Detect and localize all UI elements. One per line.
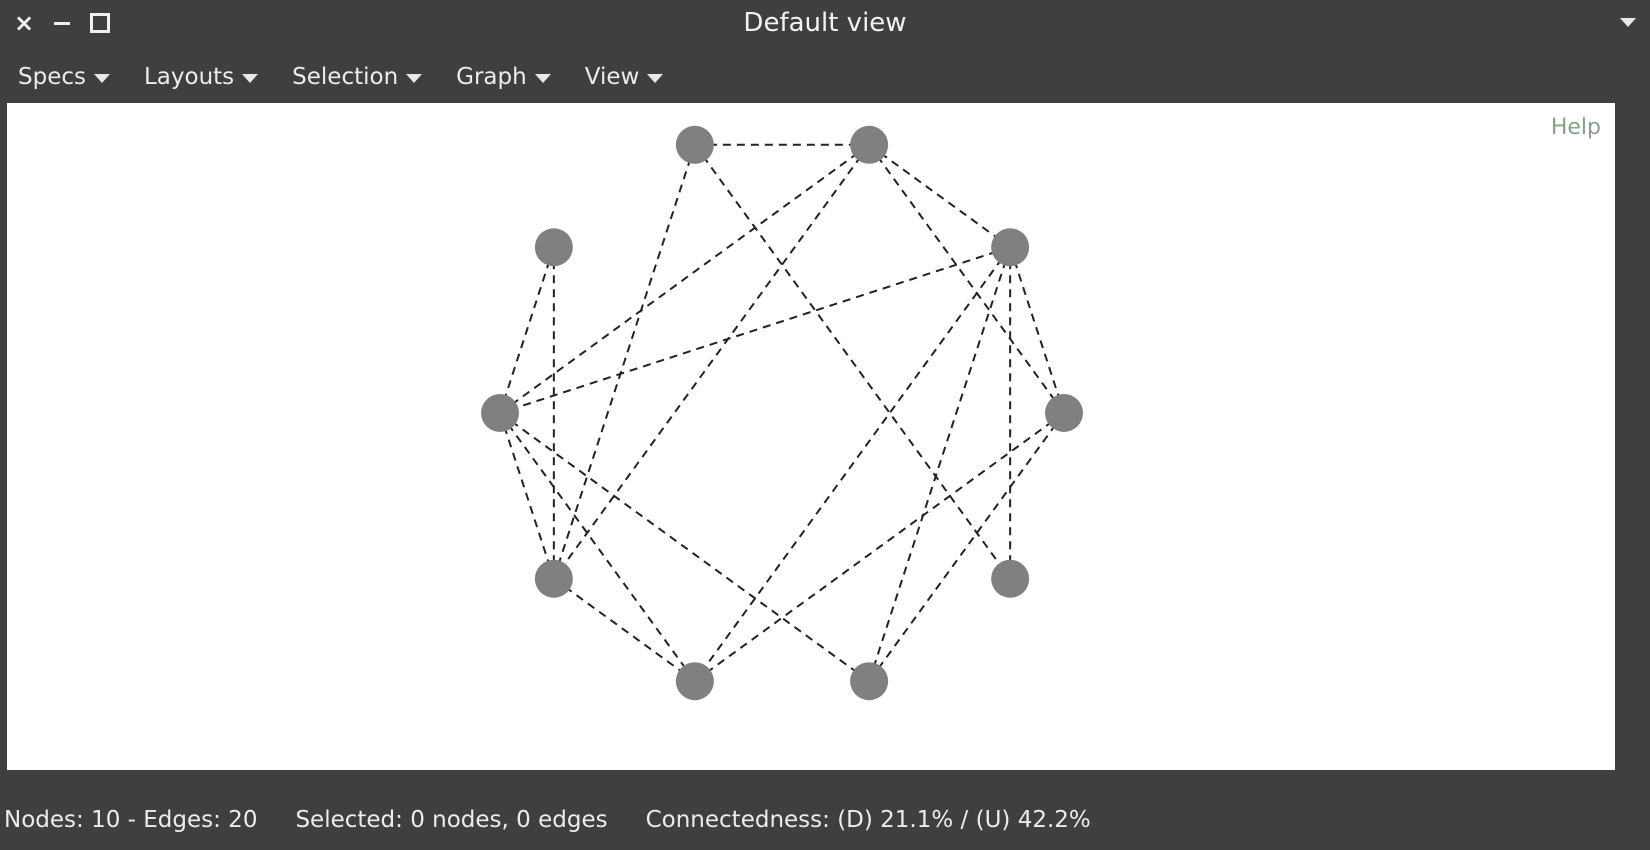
graph-edge[interactable] (694, 144, 1011, 580)
graph-edge[interactable] (499, 246, 1011, 414)
graph-node[interactable] (675, 125, 714, 164)
chevron-down-icon (93, 74, 110, 83)
status-selected: Selected: 0 nodes, 0 edges (295, 807, 608, 833)
graph-edge[interactable] (553, 577, 696, 683)
menu-view[interactable]: View (585, 64, 664, 90)
graph-edge[interactable] (868, 246, 1012, 682)
graph-edge[interactable] (499, 246, 555, 414)
menu-specs[interactable]: Specs (18, 64, 110, 90)
minimize-icon[interactable] (50, 10, 74, 36)
chevron-down-icon (406, 74, 423, 83)
graph-edge[interactable] (499, 412, 870, 683)
window-title: Default view (743, 8, 907, 38)
graph-edge[interactable] (868, 412, 1065, 682)
graph-edge[interactable] (499, 412, 696, 682)
chevron-down-icon (534, 74, 551, 83)
graph-node[interactable] (534, 228, 573, 267)
menu-selection-label: Selection (292, 64, 399, 90)
help-link[interactable]: Help (1550, 115, 1601, 140)
graph-node[interactable] (991, 559, 1030, 598)
graph-node[interactable] (481, 394, 519, 432)
graph-edge[interactable] (694, 246, 1011, 682)
graph-node[interactable] (850, 125, 889, 164)
graph-edge[interactable] (694, 412, 1065, 683)
graph-node[interactable] (850, 662, 889, 701)
graph-node[interactable] (675, 662, 714, 701)
status-connectedness: Connectedness: (D) 21.1% / (U) 42.2% (645, 807, 1091, 833)
menu-graph[interactable]: Graph (456, 64, 551, 90)
graph-edge[interactable] (553, 144, 870, 580)
graph-canvas[interactable]: Help (7, 103, 1615, 770)
window-menu-chevron-down-icon[interactable] (1620, 18, 1636, 27)
graph-node[interactable] (1045, 394, 1083, 432)
status-bar: Nodes: 10 - Edges: 20 Selected: 0 nodes,… (0, 802, 1650, 838)
menu-layouts[interactable]: Layouts (143, 64, 259, 90)
graph-node[interactable] (534, 559, 573, 598)
close-icon[interactable]: × (13, 9, 35, 37)
graph-svg[interactable] (7, 103, 1615, 770)
graph-edge[interactable] (1009, 246, 1065, 414)
status-counts: Nodes: 10 - Edges: 20 (4, 807, 258, 833)
graph-edge[interactable] (552, 144, 696, 580)
maximize-icon[interactable] (88, 10, 112, 36)
graph-edge[interactable] (868, 143, 1011, 249)
graph-edge[interactable] (499, 412, 555, 580)
chevron-down-icon (647, 74, 664, 83)
menu-view-label: View (584, 64, 640, 90)
menu-layouts-label: Layouts (143, 64, 235, 90)
menu-bar: Specs Layouts Selection Graph View (0, 54, 1650, 100)
menu-selection[interactable]: Selection (292, 64, 423, 90)
graph-edge[interactable] (499, 143, 870, 414)
menu-specs-label: Specs (18, 64, 86, 90)
menu-graph-label: Graph (456, 64, 527, 90)
graph-edge[interactable] (868, 144, 1065, 414)
graph-node[interactable] (991, 228, 1030, 267)
title-bar: × Default view (0, 0, 1650, 48)
chevron-down-icon (242, 74, 259, 83)
